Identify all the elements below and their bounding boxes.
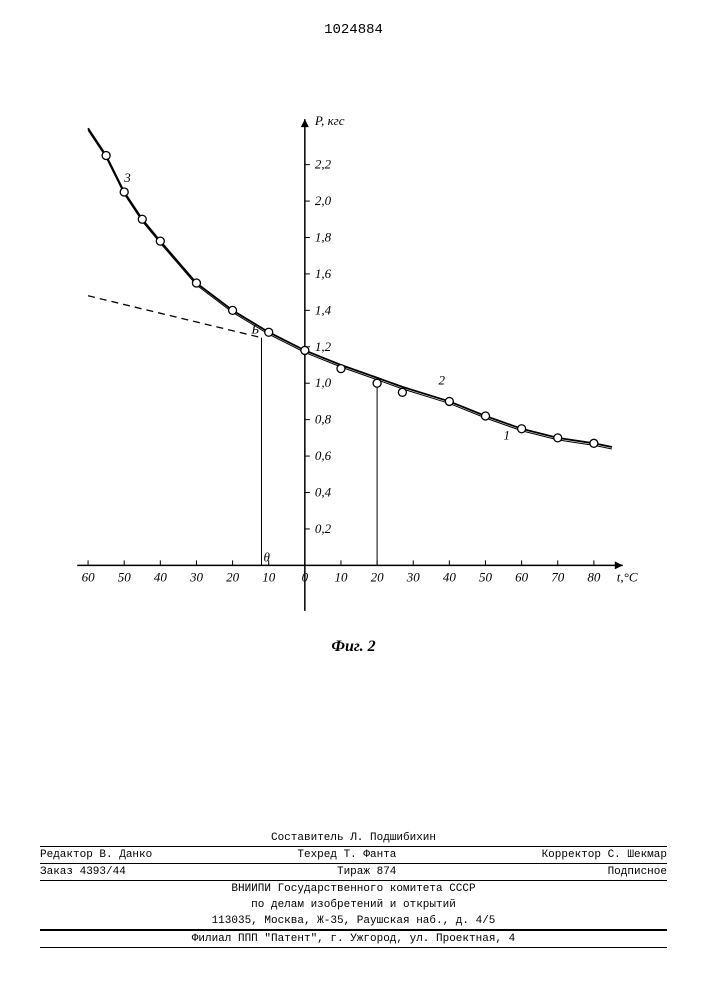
svg-text:80: 80 — [587, 569, 601, 584]
svg-text:2,0: 2,0 — [315, 193, 332, 208]
document-number: 1024884 — [324, 22, 383, 38]
chart-container: 60 50 40 30 20 10 0 10 20 30 40 50 60 70 80 0,2 0,4 0,6 0,… — [50, 100, 650, 640]
figure-label: Фиг. 2 — [331, 638, 375, 656]
page: 1024884 60 50 40 30 20 10 0 10 20 30 40 50 60 70 80 0,2… — [0, 0, 707, 1000]
svg-text:1,4: 1,4 — [315, 302, 332, 317]
svg-text:0: 0 — [302, 569, 309, 584]
org2: по делам изобретений и открытий — [40, 897, 667, 913]
order: Заказ 4393/44 — [40, 866, 126, 878]
svg-text:1: 1 — [504, 427, 511, 442]
order-row: Заказ 4393/44 Тираж 874 Подписное — [40, 863, 667, 881]
svg-text:1,8: 1,8 — [315, 230, 332, 245]
svg-text:10: 10 — [262, 569, 276, 584]
svg-text:P, кгс: P, кгс — [314, 113, 345, 128]
svg-text:1,0: 1,0 — [315, 375, 332, 390]
svg-text:1,2: 1,2 — [315, 339, 332, 354]
svg-text:30: 30 — [189, 569, 204, 584]
svg-text:60: 60 — [515, 569, 529, 584]
editor-row: Редактор В. Данко Техред Т. Фанта Коррек… — [40, 846, 667, 863]
org1: ВНИИПИ Государственного комитета СССР — [40, 881, 667, 897]
svg-text:0,6: 0,6 — [315, 448, 332, 463]
svg-text:3: 3 — [123, 170, 131, 185]
svg-text:0,4: 0,4 — [315, 485, 332, 500]
editor: Редактор В. Данко — [40, 849, 152, 861]
compiler-line: Составитель Л. Подшибихин — [40, 830, 667, 846]
svg-text:1,6: 1,6 — [315, 266, 332, 281]
svg-text:60: 60 — [82, 569, 96, 584]
podpisnoe: Подписное — [608, 866, 667, 878]
addr1: 113035, Москва, Ж-35, Раушская наб., д. … — [40, 913, 667, 930]
svg-text:2,2: 2,2 — [315, 157, 332, 172]
tirazh: Тираж 874 — [337, 866, 396, 878]
svg-text:50: 50 — [479, 569, 493, 584]
corrector: Корректор С. Шекмар — [542, 849, 667, 861]
chart-svg: 60 50 40 30 20 10 0 10 20 30 40 50 60 70 80 0,2 0,4 0,6 0,… — [50, 100, 650, 640]
svg-text:t,°C: t,°C — [617, 569, 638, 584]
svg-text:10: 10 — [334, 569, 348, 584]
svg-text:50: 50 — [118, 569, 131, 584]
svg-text:70: 70 — [551, 569, 565, 584]
svg-text:40: 40 — [443, 569, 457, 584]
svg-text:40: 40 — [154, 569, 168, 584]
svg-text:30: 30 — [406, 569, 421, 584]
svg-text:θ: θ — [263, 549, 270, 564]
filial: Филиал ППП "Патент", г. Ужгород, ул. Про… — [40, 930, 667, 948]
svg-text:20: 20 — [226, 569, 240, 584]
svg-text:20: 20 — [371, 569, 385, 584]
svg-text:0,8: 0,8 — [315, 412, 332, 427]
svg-text:0,2: 0,2 — [315, 521, 332, 536]
svg-text:Б: Б — [250, 322, 259, 337]
techred: Техред Т. Фанта — [297, 849, 396, 861]
credits-block: Составитель Л. Подшибихин Редактор В. Да… — [40, 830, 667, 948]
svg-text:2: 2 — [439, 372, 446, 387]
